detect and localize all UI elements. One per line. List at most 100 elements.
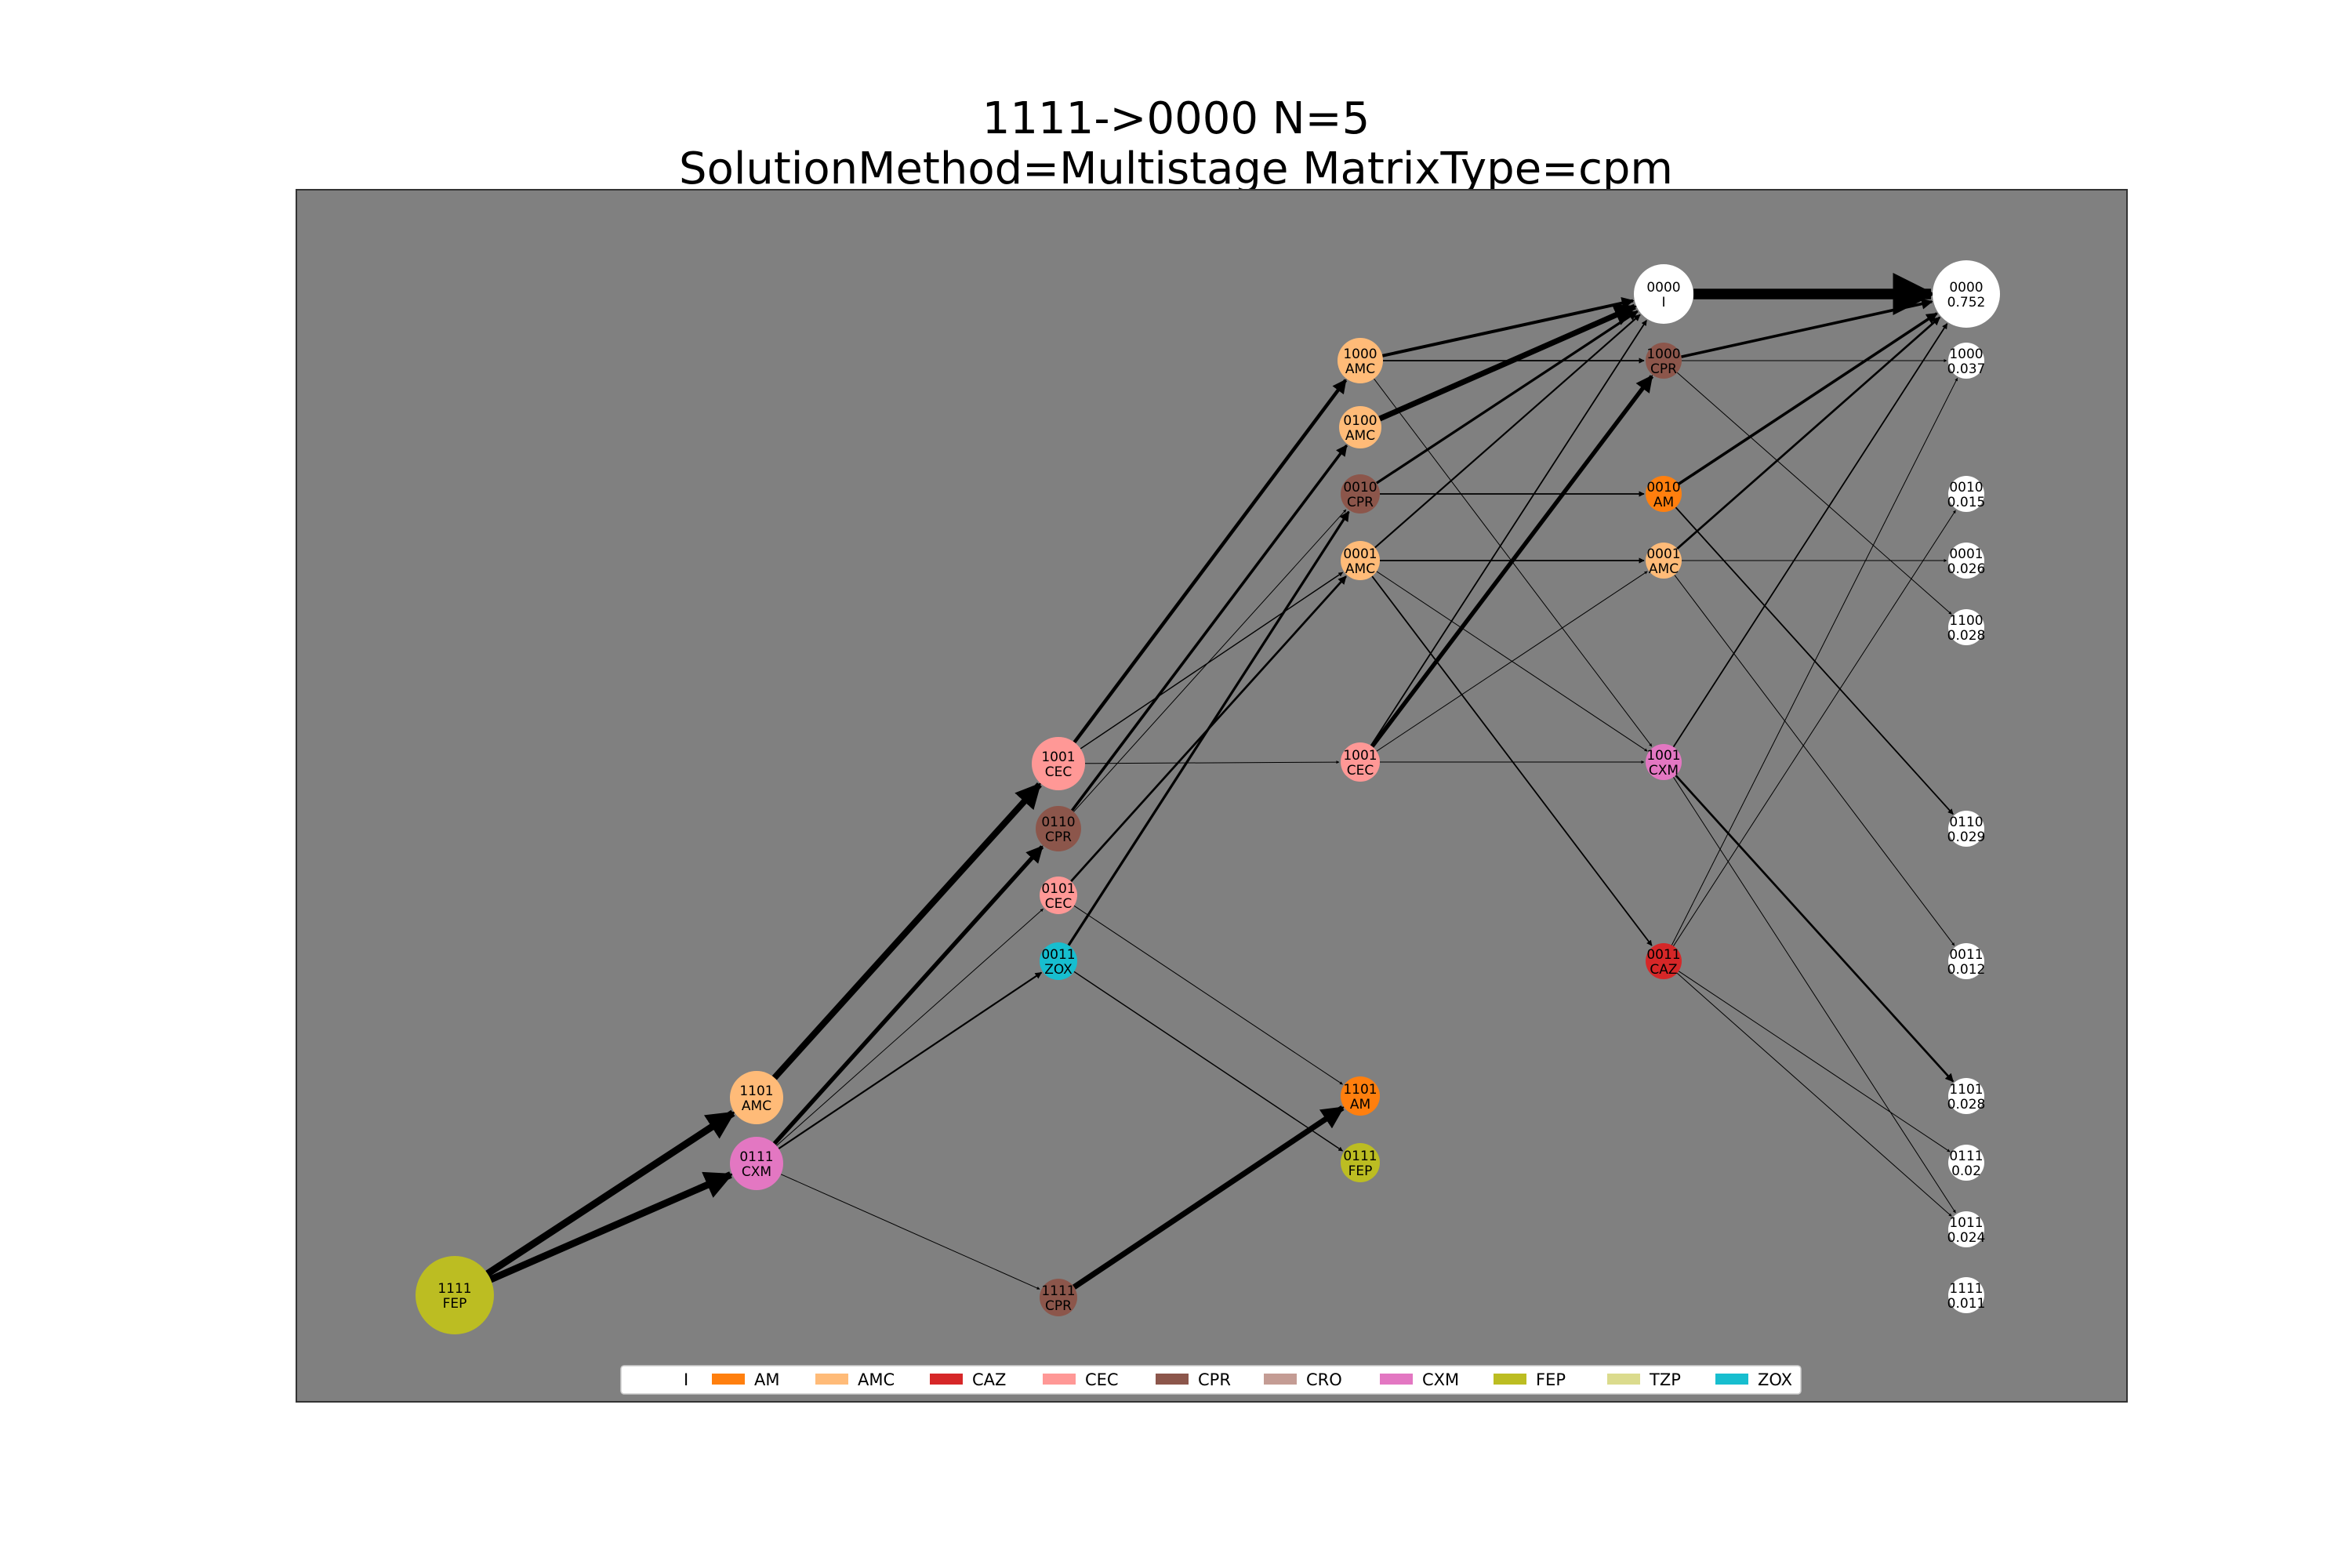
legend-label-cec: CEC <box>1085 1370 1119 1389</box>
edge-s4_0001-to-s5_0011 <box>1674 575 1955 946</box>
edge-s4_1001-to-s5_1011 <box>1673 777 1956 1214</box>
node-state-label: 0111 <box>1949 1149 1983 1164</box>
edge-s3_0001-to-s4_0011 <box>1371 575 1653 946</box>
edge-s1_0111-to-s2_1111 <box>780 1174 1040 1290</box>
node-value-label: AMC <box>742 1098 771 1114</box>
edge-s3_1000-to-s4_0000 <box>1381 296 1635 358</box>
edge-s4_1001-to-s5_0000 <box>1672 323 1948 748</box>
node-value-label: CEC <box>1347 763 1374 779</box>
node-value-label: AMC <box>1649 561 1679 577</box>
edge-s4_0011-to-s5_0010 <box>1673 510 1956 946</box>
edge-s2_1111-to-s3_1101 <box>1073 1105 1345 1290</box>
edge-s3_1001-to-s4_0001 <box>1376 571 1648 752</box>
node-circle <box>1040 942 1077 980</box>
node-state-label: 1101 <box>1343 1082 1377 1098</box>
legend-label-amc: AMC <box>858 1370 895 1389</box>
node-value-label: 0.037 <box>1947 361 1986 377</box>
node-circle <box>1948 1145 1984 1181</box>
edge-s2_0101-to-s3_1101 <box>1073 905 1343 1085</box>
edge-s1_1101-to-s2_1001 <box>771 782 1042 1080</box>
edge-s2_1001-to-s3_0001 <box>1080 572 1344 750</box>
legend-label-tzp: TZP <box>1649 1370 1681 1389</box>
legend-swatch-am <box>712 1374 745 1385</box>
node-value-label: CPR <box>1347 495 1374 510</box>
edge-s0_1111-to-s1_1101 <box>485 1109 735 1277</box>
node-state-label: 1001 <box>1343 748 1377 764</box>
node-state-label: 1100 <box>1949 613 1983 629</box>
node-state-label: 0000 <box>1949 280 1983 296</box>
edge-s3_0010-to-s4_0000 <box>1376 310 1639 485</box>
node-state-label: 1101 <box>1949 1082 1983 1098</box>
legend-box <box>620 1365 1802 1395</box>
legend-label-i: I <box>684 1370 688 1389</box>
node-circle <box>1339 406 1381 448</box>
node-value-label: 0.024 <box>1947 1230 1986 1246</box>
node-state-label: 0001 <box>1949 546 1983 562</box>
node-value-label: AMC <box>1345 561 1375 577</box>
edge-s3_1001-to-s4_1000 <box>1370 375 1654 748</box>
node-state-label: 1001 <box>1041 750 1075 765</box>
legend: I AM AMC CAZ CEC CPR CRO CXM FEP TZP ZOX <box>620 1365 1802 1395</box>
node-circle <box>1646 343 1682 379</box>
node-state-label: 1111 <box>1041 1283 1075 1299</box>
legend-label-cro: CRO <box>1306 1370 1342 1389</box>
node-state-label: 0011 <box>1646 947 1680 963</box>
legend-label-zox: ZOX <box>1758 1370 1792 1389</box>
node-circle <box>1341 1076 1380 1116</box>
edge-s4_1001-to-s5_1101 <box>1675 775 1955 1083</box>
legend-swatch-zox <box>1715 1374 1748 1385</box>
edge-s0_1111-to-s1_0111 <box>489 1171 734 1283</box>
node-circle <box>1948 476 1984 512</box>
edge-s2_1001-to-s3_1001 <box>1084 760 1340 764</box>
node-state-label: 1111 <box>437 1281 471 1297</box>
node-value-label: FEP <box>1348 1163 1373 1179</box>
node-circle <box>1646 543 1682 579</box>
node-state-label: 0110 <box>1949 815 1983 830</box>
node-circle <box>1933 260 2000 328</box>
node-circle <box>1341 1143 1380 1182</box>
node-circle <box>730 1137 783 1190</box>
node-value-label: AM <box>1350 1097 1370 1112</box>
edge-s4_0011-to-s5_1011 <box>1676 972 1952 1217</box>
node-value-label: 0.029 <box>1947 829 1986 845</box>
node-state-label: 0000 <box>1646 280 1680 296</box>
node-value-label: 0.011 <box>1947 1296 1986 1312</box>
edge-s2_1001-to-s3_1000 <box>1073 379 1348 744</box>
node-state-label: 1111 <box>1949 1281 1983 1297</box>
node-state-label: 0110 <box>1041 815 1075 830</box>
node-state-label: 1101 <box>739 1083 773 1099</box>
node-state-label: 0010 <box>1646 480 1680 495</box>
node-circle <box>1634 264 1693 324</box>
node-state-label: 0011 <box>1949 947 1983 963</box>
node-state-label: 0010 <box>1343 480 1377 495</box>
node-circle <box>1341 742 1380 782</box>
node-value-label: AMC <box>1345 361 1375 377</box>
legend-label-cxm: CXM <box>1422 1370 1459 1389</box>
node-state-label: 0101 <box>1041 881 1075 897</box>
edge-s3_1001-to-s4_0000 <box>1370 319 1647 746</box>
node-value-label: CXM <box>742 1164 771 1180</box>
edge-s1_0111-to-s2_0110 <box>772 845 1044 1145</box>
node-value-label: CPR <box>1650 361 1677 377</box>
node-circle <box>1646 943 1682 979</box>
edges-layer <box>485 272 1958 1290</box>
legend-swatch-cec <box>1043 1374 1076 1385</box>
node-value-label: CPR <box>1045 829 1072 845</box>
legend-swatch-caz <box>930 1374 963 1385</box>
